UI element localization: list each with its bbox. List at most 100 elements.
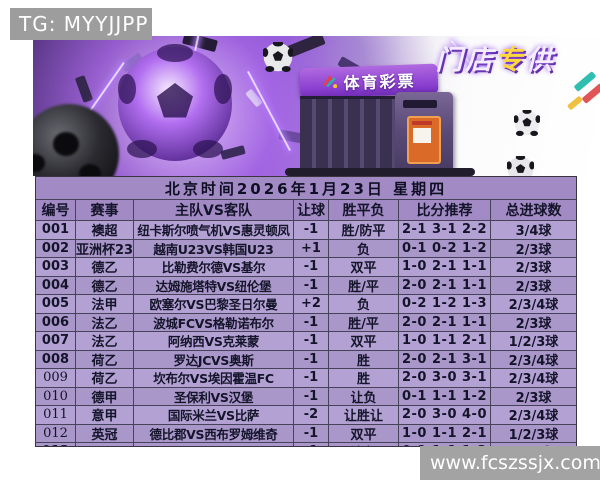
cell-teams: 德比郡VS西布罗姆维奇 — [134, 424, 294, 443]
cell-scores: 1-0 1-1 2-1 — [399, 332, 491, 351]
cell-goals: 1/2/3球 — [491, 332, 576, 351]
table-row: 001 襖超 纽卡斯尔喷气机VS惠灵顿凤 -1 胜/防平 2-1 3-1 2-2… — [36, 221, 576, 240]
cell-result: 双平 — [329, 332, 399, 351]
dark-soccer-ball — [33, 104, 119, 176]
table-row: 009 荷乙 坎布尔VS埃因霍温FC -1 胜 2-0 3-0 3-1 2/3/… — [36, 369, 576, 388]
cell-result: 双平 — [329, 424, 399, 443]
lottery-logo-icon — [323, 75, 338, 89]
cell-league: 法乙 — [76, 332, 134, 351]
header-handicap: 让球 — [294, 200, 329, 221]
cell-number: 006 — [36, 313, 76, 332]
cell-goals: 1/2/3球 — [491, 425, 576, 443]
glowing-soccer-ball — [118, 44, 232, 161]
cell-teams: 欧塞尔VS巴黎圣日尔曼 — [134, 295, 294, 314]
cell-goals: 2/3/4球 — [491, 295, 576, 314]
cell-number: 007 — [36, 332, 76, 351]
cell-teams: 阿纳西VS克莱蒙 — [134, 332, 294, 351]
cell-number: 001 — [36, 221, 76, 240]
cell-handicap: -1 — [294, 350, 329, 369]
kiosk-shadow — [285, 168, 475, 176]
debris-shard — [74, 75, 94, 103]
cell-teams: 达姆施塔特VS纽伦堡 — [134, 276, 294, 295]
cell-handicap: -1 — [294, 387, 329, 406]
header-scores: 比分推荐 — [399, 200, 491, 221]
mini-soccer-ball — [514, 110, 540, 136]
cell-handicap: -1 — [294, 424, 329, 443]
cell-result: 双平 — [329, 258, 399, 277]
headline-part: 专 — [495, 45, 526, 76]
cell-league: 亚洲杯23 — [76, 239, 134, 258]
cell-handicap: -1 — [294, 369, 329, 388]
cell-goals: 2/3球 — [491, 277, 576, 295]
cell-scores: 2-1 3-1 2-2 — [399, 221, 491, 240]
cell-teams: 比勒费尔德VS基尔 — [134, 258, 294, 277]
cell-handicap: -1 — [294, 332, 329, 351]
cell-number: 008 — [36, 350, 76, 369]
cell-result: 让负 — [329, 443, 399, 446]
cell-result: 负 — [329, 295, 399, 314]
cell-teams: 越南U23VS韩国U23 — [134, 239, 294, 258]
cell-league — [76, 443, 134, 446]
table-row: 012 英冠 德比郡VS西布罗姆维奇 -1 双平 1-0 1-1 2-1 1/2… — [36, 424, 576, 443]
table-row: 006 法乙 波城FCVS格勒诺布尔 -1 胜/平 2-0 2-1 1-1 2/… — [36, 313, 576, 332]
cell-handicap: +2 — [294, 295, 329, 314]
cell-league: 法甲 — [76, 295, 134, 314]
cell-handicap: -1 — [294, 313, 329, 332]
cell-teams: 坎布尔VS埃因霍温FC — [134, 369, 294, 388]
cell-goals: 2/3球 — [491, 258, 576, 277]
cell-number: 004 — [36, 276, 76, 295]
cell-number: 003 — [36, 258, 76, 277]
cell-scores: 0-1 1-1 1-2 — [399, 387, 491, 406]
cell-result: 负 — [329, 239, 399, 258]
cell-result: 胜/防平 — [329, 221, 399, 240]
cell-scores: 2-0 2-1 1-1 — [399, 313, 491, 332]
cell-teams: 波城FCVS格勒诺布尔 — [134, 313, 294, 332]
cell-goals: 2/3球 — [491, 388, 576, 406]
lightning-bolt — [246, 70, 292, 152]
cell-teams: VS — [134, 443, 294, 446]
cell-goals: 2/3球 — [491, 240, 576, 258]
cell-result: 胜 — [329, 369, 399, 388]
cell-result: 让负 — [329, 387, 399, 406]
cell-handicap: -1 — [294, 221, 329, 240]
tg-badge: TG: MYYJJPP — [10, 8, 152, 40]
table-body: 001 襖超 纽卡斯尔喷气机VS惠灵顿凤 -1 胜/防平 2-1 3-1 2-2… — [36, 221, 576, 446]
header-result: 胜平负 — [329, 200, 399, 221]
cell-league: 德乙 — [76, 276, 134, 295]
cell-league: 英冠 — [76, 424, 134, 443]
cell-result: 让胜让 — [329, 406, 399, 425]
cell-scores: 2-0 2-1 1-1 — [399, 276, 491, 295]
table-row: 008 荷乙 罗达JCVS奥斯 -1 胜 2-0 2-1 3-1 2/3/4球 — [36, 350, 576, 369]
cell-number: 013 — [36, 443, 76, 446]
color-stick — [566, 95, 584, 111]
cell-scores: 2-0 3-0 3-1 — [399, 369, 491, 388]
table-row: 013 VS -1 让负 0-1 1-1 1-2 2/3球 — [36, 443, 576, 446]
cell-scores: 0-1 0-2 1-2 — [399, 239, 491, 258]
header-goals: 总进球数 — [491, 200, 576, 221]
table-row: 003 德乙 比勒费尔德VS基尔 -1 双平 1-0 2-1 1-1 2/3球 — [36, 258, 576, 277]
cell-league: 德甲 — [76, 387, 134, 406]
cell-number: 005 — [36, 295, 76, 314]
mini-soccer-ball — [507, 156, 534, 176]
cell-scores: 1-0 1-1 2-1 — [399, 424, 491, 443]
cell-number: 011 — [36, 406, 76, 425]
cell-teams: 罗达JCVS奥斯 — [134, 350, 294, 369]
header-number: 编号 — [36, 200, 76, 221]
machine-slot — [403, 100, 437, 108]
cell-league: 意甲 — [76, 406, 134, 425]
cell-scores: 2-0 2-1 3-1 — [399, 350, 491, 369]
table-row: 004 德乙 达姆施塔特VS纽伦堡 -1 胜/平 2-0 2-1 1-1 2/3… — [36, 276, 576, 295]
cell-handicap: +1 — [294, 239, 329, 258]
table-row: 010 德甲 圣保利VS汉堡 -1 让负 0-1 1-1 1-2 2/3球 — [36, 387, 576, 406]
cell-handicap: -1 — [294, 276, 329, 295]
cell-scores: 2-0 3-0 4-0 — [399, 406, 491, 425]
cell-league: 荷乙 — [76, 350, 134, 369]
cell-number: 009 — [36, 369, 76, 388]
cell-result: 胜/平 — [329, 276, 399, 295]
cell-number: 010 — [36, 387, 76, 406]
cell-teams: 国际米兰VS比萨 — [134, 406, 294, 425]
machine-poster — [407, 116, 441, 164]
table-header-row: 编号 赛事 主队VS客队 让球 胜平负 比分推荐 总进球数 — [36, 200, 576, 221]
headline-part: 门店 — [435, 45, 496, 76]
